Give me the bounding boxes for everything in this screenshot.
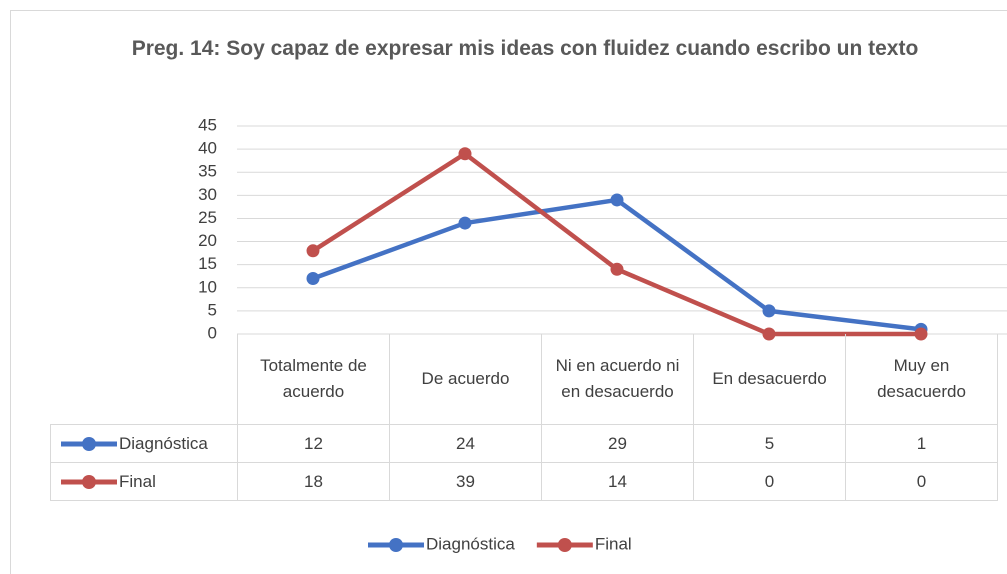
data-point [610,193,624,207]
table-series-name: Diagnóstica [119,433,208,453]
category-label: En desacuerdo [693,334,846,424]
category-label: Ni en acuerdo ni en desacuerdo [541,334,694,424]
legend-marker [82,474,96,489]
y-tick-label: 45 [198,115,217,134]
y-tick-label: 35 [198,162,217,181]
table-value: 0 [693,462,846,501]
y-tick-label: 5 [208,300,217,319]
data-point [762,327,776,341]
chart-title: Preg. 14: Soy capaz de expresar mis idea… [131,37,919,60]
y-tick-label: 30 [198,185,217,204]
table-value: 24 [389,424,542,463]
table-series-name: Final [119,471,156,491]
data-point [306,244,320,258]
table-value: 5 [693,424,846,463]
data-point [458,216,472,230]
legend-key [61,474,117,489]
data-point [914,327,928,341]
data-point [458,147,472,161]
legend-marker [389,538,403,552]
table-series-label: Final [50,462,238,501]
table-value: 14 [541,462,694,501]
category-label: Totalmente de acuerdo [237,334,390,424]
table-value: 12 [237,424,390,463]
data-point [762,304,776,318]
y-tick-label: 0 [208,323,217,342]
table-value: 0 [845,462,998,501]
legend-label: Final [595,534,632,553]
category-label: De acuerdo [389,334,542,424]
legend-marker [82,436,96,451]
y-tick-label: 15 [198,254,217,273]
chart-border [10,10,1007,574]
category-label: Muy en desacuerdo [845,334,998,424]
y-tick-label: 25 [198,208,217,227]
legend-key [61,436,117,451]
data-point [306,272,320,286]
y-tick-label: 20 [198,231,217,250]
table-value: 29 [541,424,694,463]
data-point [610,262,624,276]
table-value: 18 [237,462,390,501]
legend-label: Diagnóstica [426,534,515,553]
legend-marker [557,538,572,552]
y-tick-label: 40 [198,139,217,158]
table-value: 39 [389,462,542,501]
table-series-label: Diagnóstica [50,424,238,463]
y-tick-label: 10 [198,277,217,296]
table-value: 1 [845,424,998,463]
